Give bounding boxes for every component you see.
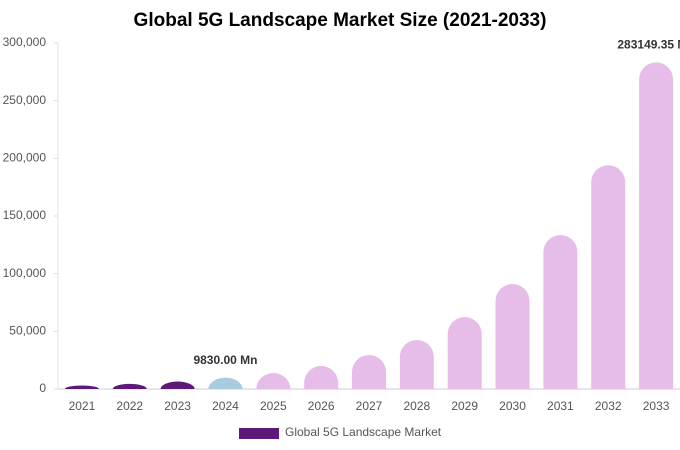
- x-tick-label: 2029: [451, 399, 478, 413]
- bar: [591, 165, 626, 389]
- x-tick-label: 2025: [260, 399, 287, 413]
- bar: [304, 365, 339, 389]
- x-tick-label: 2021: [69, 399, 96, 413]
- y-tick-label: 200,000: [3, 151, 47, 165]
- x-tick-label: 2027: [356, 399, 383, 413]
- y-tick-label: 300,000: [3, 35, 47, 49]
- legend-label: Global 5G Landscape Market: [285, 425, 442, 439]
- value-label: 283149.35 Mn: [617, 38, 680, 52]
- x-tick-label: 2023: [164, 399, 191, 413]
- x-tick-label: 2031: [547, 399, 574, 413]
- value-label: 9830.00 Mn: [193, 353, 257, 367]
- bar: [208, 377, 243, 389]
- y-tick-label: 50,000: [9, 324, 46, 338]
- x-tick-label: 2026: [308, 399, 335, 413]
- y-tick-label: 150,000: [3, 208, 47, 222]
- x-tick-label: 2030: [499, 399, 526, 413]
- x-tick-label: 2022: [116, 399, 143, 413]
- y-tick-label: 250,000: [3, 93, 47, 107]
- x-tick-label: 2033: [643, 399, 670, 413]
- bar: [256, 372, 291, 389]
- chart-title: Global 5G Landscape Market Size (2021-20…: [134, 10, 547, 31]
- x-tick-label: 2032: [595, 399, 622, 413]
- bar: [639, 62, 674, 389]
- bar: [495, 284, 530, 389]
- bar: [160, 381, 195, 389]
- y-tick-label: 0: [39, 381, 46, 395]
- bar: [112, 383, 147, 389]
- legend-swatch: [239, 428, 279, 439]
- x-tick-label: 2028: [403, 399, 430, 413]
- bar: [447, 317, 482, 389]
- y-tick-label: 100,000: [3, 266, 47, 280]
- bar: [64, 385, 99, 389]
- bar: [399, 339, 434, 389]
- bar: [543, 235, 578, 389]
- bar: [352, 354, 386, 389]
- x-tick-label: 2024: [212, 399, 239, 413]
